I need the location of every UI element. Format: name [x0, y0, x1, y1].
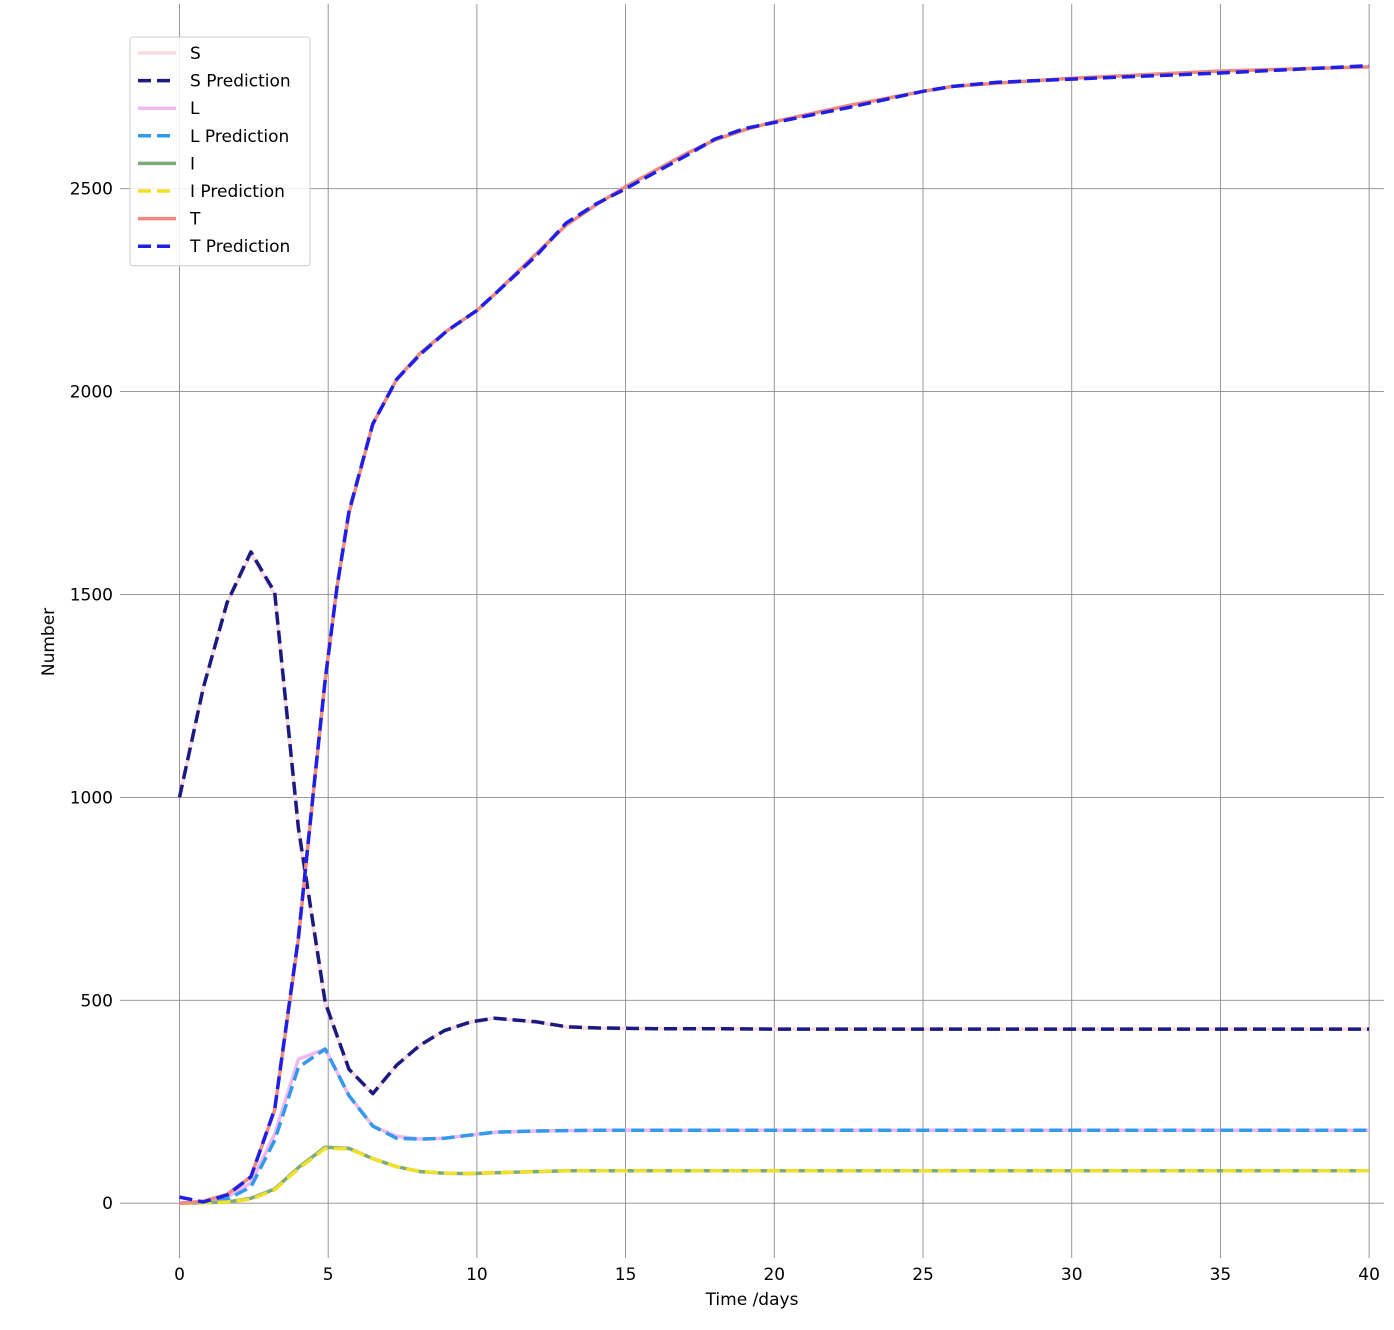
series-line-t-prediction	[179, 63, 1370, 1204]
y-axis-ticks: 0 500 1000 1500 2000 2500	[70, 180, 113, 1215]
x-tick-label: 25	[912, 1265, 934, 1285]
series-line-s-prediction	[177, 550, 1370, 1096]
x-tick-label: 40	[1358, 1265, 1380, 1285]
x-tick-label: 15	[615, 1265, 637, 1285]
y-tick-label: 1500	[70, 585, 113, 605]
series-line-i	[179, 1145, 1370, 1205]
series-line-l	[179, 1047, 1370, 1205]
x-axis-ticks: 0 5 10 15 20 25 30 35 40	[174, 1265, 1380, 1285]
y-tick-label: 1000	[70, 788, 113, 808]
legend-label: S	[190, 44, 201, 64]
y-tick-label: 0	[102, 1194, 113, 1214]
x-tick-label: 10	[466, 1265, 488, 1285]
grid	[120, 4, 1384, 1258]
x-tick-label: 0	[174, 1265, 185, 1285]
x-tick-label: 20	[763, 1265, 785, 1285]
y-tick-label: 500	[81, 991, 113, 1011]
legend-label: S Prediction	[190, 72, 291, 92]
y-tick-label: 2500	[70, 180, 113, 200]
y-axis-label: Number	[39, 608, 59, 676]
x-axis-label: Time /days	[705, 1290, 799, 1310]
legend-label: I Prediction	[190, 182, 285, 202]
x-tick-label: 5	[323, 1265, 334, 1285]
legend: S S Prediction L L Prediction I I Prediction T…	[129, 36, 311, 267]
y-tick-label: 2000	[70, 383, 113, 403]
legend-label: T Prediction	[189, 237, 290, 257]
x-tick-label: 30	[1061, 1265, 1083, 1285]
series-line-l-prediction	[179, 1047, 1370, 1205]
legend-label: T	[189, 210, 201, 230]
x-tick-label: 35	[1210, 1265, 1232, 1285]
legend-label: I	[190, 154, 195, 174]
series-lines	[177, 63, 1370, 1205]
legend-label: L	[190, 99, 200, 119]
legend-box	[129, 36, 311, 267]
legend-label: L Prediction	[190, 127, 289, 147]
